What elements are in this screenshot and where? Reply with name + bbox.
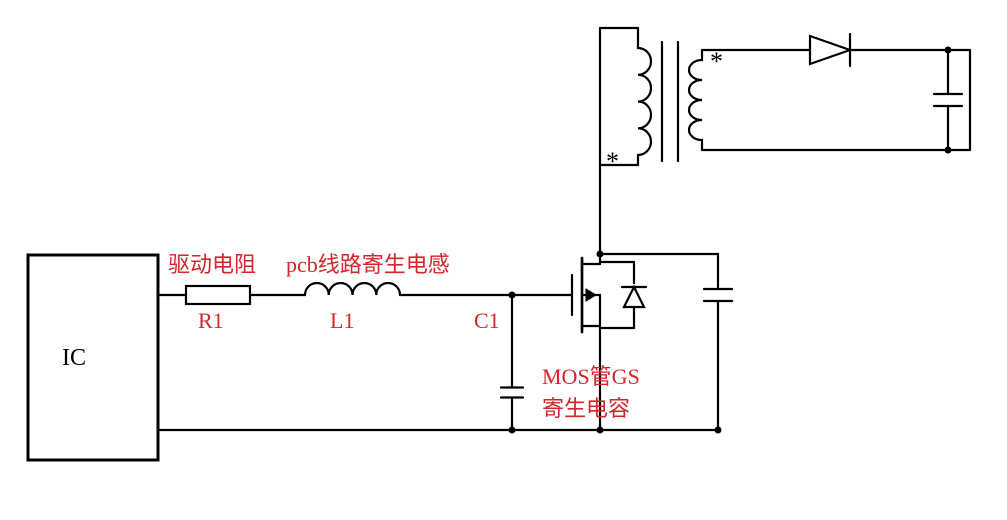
label-r1: R1 [198, 308, 224, 333]
node [509, 427, 516, 434]
xfmr-primary [638, 28, 651, 165]
label-c1: C1 [474, 308, 500, 333]
ic-block [28, 255, 158, 460]
body-diode [624, 287, 644, 307]
label-mos-gs-2: 寄生电容 [542, 396, 630, 421]
label-pcb-inductance: pcb线路寄生电感 [286, 252, 450, 277]
phase-dot-primary: * [606, 147, 619, 176]
output-diode [810, 36, 850, 64]
circuit-diagram: IC * * 驱动电阻 R1 pcb线路寄生电感 L1 C1 MOS管GS 寄生电容 [0, 0, 1007, 520]
phase-dot-secondary: * [710, 47, 723, 76]
node [509, 292, 516, 299]
xfmr-secondary [689, 50, 702, 150]
label-mos-gs-1: MOS管GS [542, 364, 640, 389]
inductor-l1 [305, 283, 400, 295]
mosfet-arrow [586, 289, 596, 301]
label-drive-res: 驱动电阻 [168, 252, 256, 277]
ic-label: IC [62, 345, 86, 371]
resistor-r1 [186, 286, 250, 304]
label-l1: L1 [330, 308, 354, 333]
